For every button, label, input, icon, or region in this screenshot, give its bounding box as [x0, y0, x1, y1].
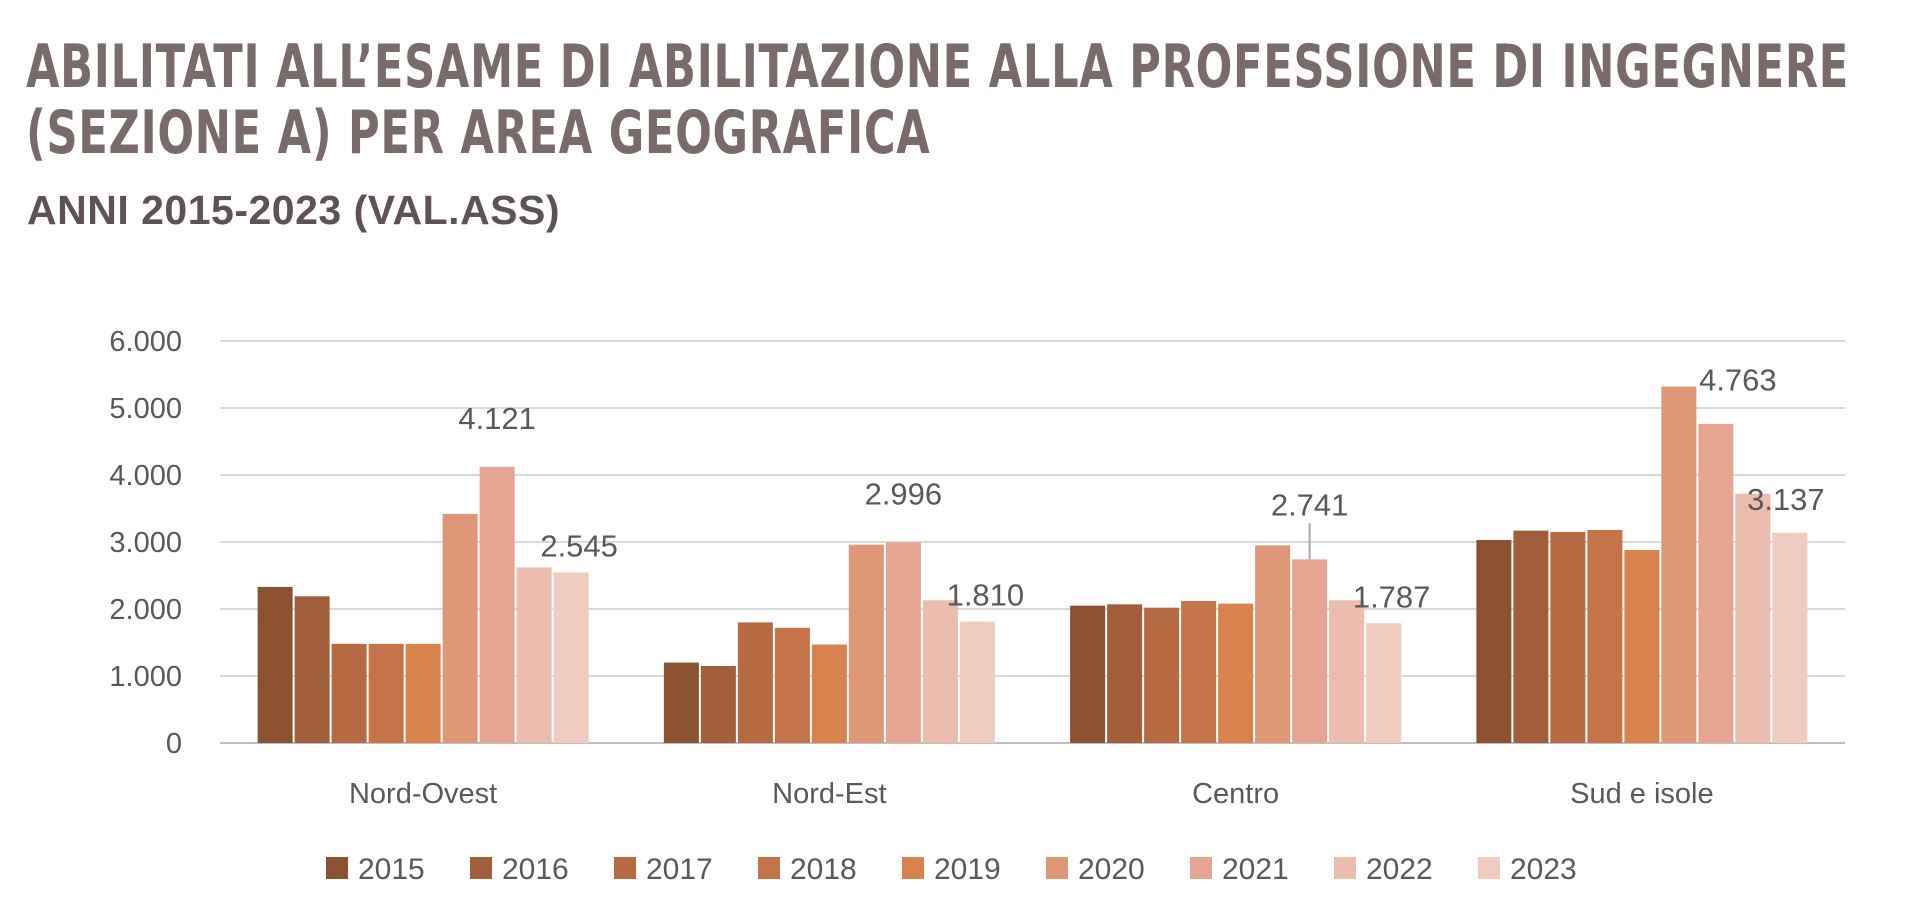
- bar-2015-sud-e-isole: [1476, 539, 1512, 743]
- bar-2018-centro: [1181, 600, 1217, 743]
- bar-2020-centro: [1255, 545, 1291, 743]
- y-tick-label: 5.000: [109, 393, 182, 425]
- bar-2019-centro: [1218, 603, 1254, 743]
- bar-2016-nord-est: [700, 665, 736, 743]
- bar-2018-nord-ovest: [368, 643, 404, 743]
- bar-2021-sud-e-isole: [1698, 423, 1734, 743]
- bar-2016-centro: [1107, 604, 1143, 743]
- legend-label-2019: 2019: [934, 853, 1001, 886]
- bar-2022-nord-ovest: [516, 567, 552, 743]
- bar-2023-sud-e-isole: [1772, 532, 1808, 743]
- bar-2019-sud-e-isole: [1624, 550, 1660, 743]
- bar-2017-sud-e-isole: [1550, 531, 1586, 743]
- y-tick-label: 3.000: [109, 527, 182, 559]
- bar-2019-nord-ovest: [405, 643, 441, 743]
- bar-2019-nord-est: [811, 644, 847, 743]
- bar-2023-nord-ovest: [553, 572, 589, 743]
- chart-subtitle: ANNI 2015-2023 (VAL.ASS): [27, 187, 561, 233]
- legend-label-2020: 2020: [1078, 853, 1145, 886]
- bar-2020-sud-e-isole: [1661, 386, 1697, 743]
- legend-label-2022: 2022: [1366, 853, 1433, 886]
- data-label-2023-sud-e-isole: 3.137: [1747, 482, 1825, 517]
- bar-2017-nord-ovest: [331, 643, 367, 743]
- y-tick-label: 0: [166, 728, 182, 760]
- data-label-2023-nord-est: 1.810: [947, 578, 1025, 613]
- x-tick-label: Nord-Est: [772, 778, 886, 810]
- legend-swatch-2018: [758, 857, 780, 879]
- legend-swatch-2019: [902, 857, 924, 879]
- bar-2018-nord-est: [774, 627, 810, 743]
- bar-2018-sud-e-isole: [1587, 529, 1623, 743]
- y-tick-label: 6.000: [109, 326, 182, 358]
- bar-2022-sud-e-isole: [1735, 493, 1771, 743]
- legend-swatch-2016: [470, 857, 492, 879]
- legend-label-2016: 2016: [502, 853, 569, 886]
- bar-2017-nord-est: [737, 622, 773, 743]
- data-label-2023-centro: 1.787: [1353, 579, 1431, 614]
- legend-swatch-2015: [326, 857, 348, 879]
- data-label-2021-nord-est: 2.996: [865, 476, 943, 511]
- legend-swatch-2023: [1478, 857, 1500, 879]
- bar-2022-centro: [1329, 600, 1365, 743]
- bar-2015-nord-ovest: [257, 586, 293, 743]
- bar-2023-centro: [1366, 623, 1402, 743]
- legend-swatch-2020: [1046, 857, 1068, 879]
- data-label-2021-centro: 2.741: [1271, 487, 1349, 522]
- legend-swatch-2017: [614, 857, 636, 879]
- y-tick-label: 1.000: [109, 661, 182, 693]
- bar-2017-centro: [1144, 607, 1180, 743]
- y-tick-label: 2.000: [109, 594, 182, 626]
- bar-2022-nord-est: [922, 600, 958, 743]
- x-tick-label: Sud e isole: [1570, 778, 1714, 810]
- data-label-2021-nord-ovest: 4.121: [458, 401, 536, 436]
- chart-title-line-2: (SEZIONE A) PER AREA GEOGRAFICA: [26, 98, 931, 168]
- legend-swatch-2021: [1190, 857, 1212, 879]
- x-tick-label: Centro: [1192, 778, 1279, 810]
- legend-label-2023: 2023: [1510, 853, 1577, 886]
- bar-2020-nord-ovest: [442, 513, 478, 743]
- legend-swatch-2022: [1334, 857, 1356, 879]
- bar-2021-nord-est: [885, 542, 921, 743]
- bar-2016-sud-e-isole: [1513, 530, 1549, 743]
- legend-label-2018: 2018: [790, 853, 857, 886]
- legend-label-2021: 2021: [1222, 853, 1289, 886]
- bar-2015-centro: [1070, 605, 1106, 743]
- data-label-2023-nord-ovest: 2.545: [540, 528, 618, 563]
- y-tick-label: 4.000: [109, 460, 182, 492]
- bar-2021-centro: [1292, 559, 1328, 743]
- bar-2015-nord-est: [663, 662, 699, 743]
- bar-2021-nord-ovest: [479, 466, 515, 743]
- legend-label-2015: 2015: [358, 853, 425, 886]
- bar-2020-nord-est: [848, 544, 884, 743]
- bar-2023-nord-est: [959, 621, 995, 743]
- data-label-2021-sud-e-isole: 4.763: [1699, 363, 1777, 398]
- legend-label-2017: 2017: [646, 853, 713, 886]
- x-tick-label: Nord-Ovest: [349, 778, 497, 810]
- bar-2016-nord-ovest: [294, 596, 330, 743]
